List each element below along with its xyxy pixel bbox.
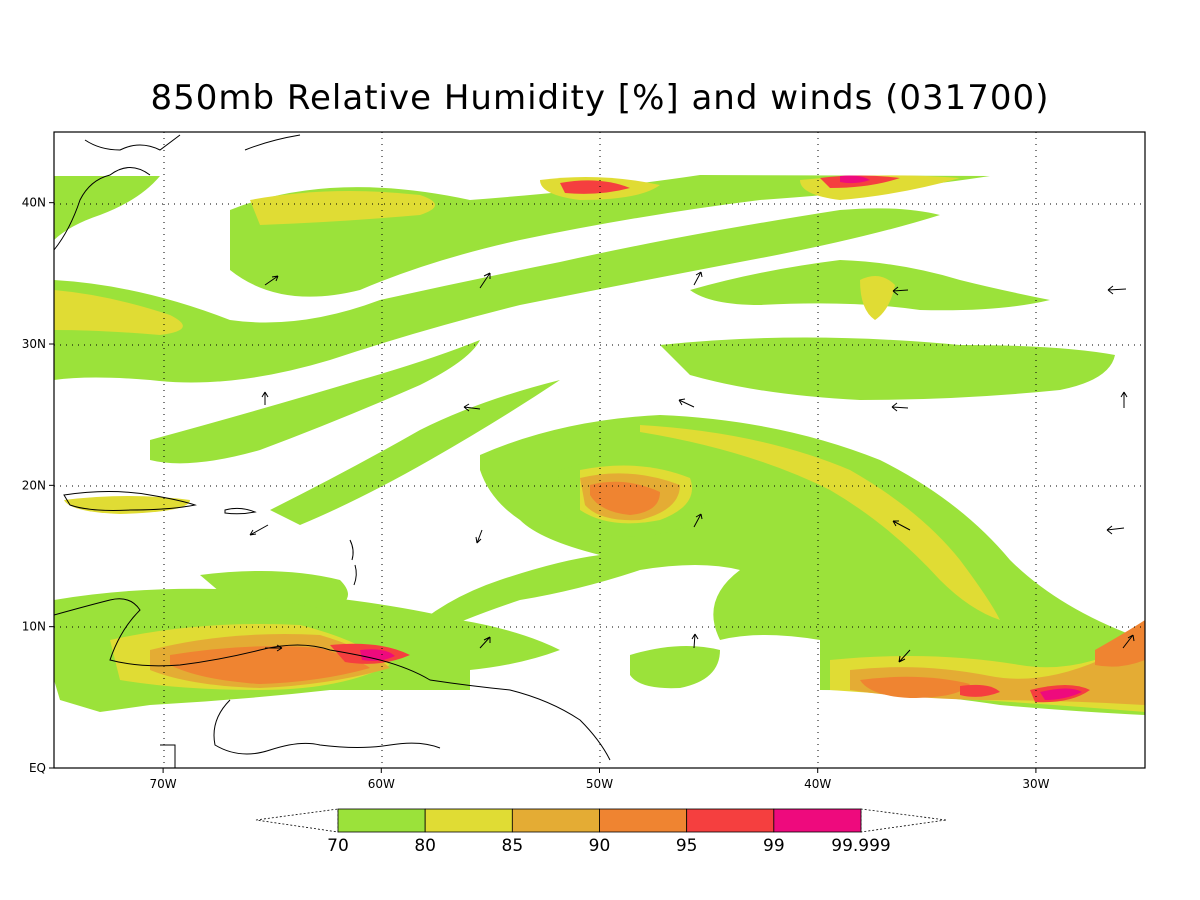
lat-label: 30N <box>22 337 46 351</box>
colorbar-level-label: 99 <box>763 836 785 856</box>
coastlines <box>54 134 611 768</box>
lat-label: 40N <box>22 196 46 210</box>
colorbar-level-label: 85 <box>501 836 524 856</box>
map-title: 850mb Relative Humidity [%] and winds (0… <box>150 78 1050 118</box>
grid-lines <box>54 132 1145 768</box>
lat-label: 20N <box>22 478 46 492</box>
lon-label: 40W <box>804 777 831 791</box>
axis-labels: EQ 10N 20N 30N 40N 70W 60W 50W 40W 30W <box>22 196 1050 791</box>
colorbar-level-label: 95 <box>675 836 698 856</box>
lon-label: 60W <box>368 777 395 791</box>
humidity-field <box>54 175 1145 715</box>
colorbar-high-arrow <box>860 808 947 833</box>
colorbar-low-arrow <box>255 808 339 833</box>
colorbar <box>255 808 947 833</box>
lat-label: 10N <box>22 620 46 634</box>
wind-vectors <box>249 271 1135 663</box>
colorbar-swatch <box>337 808 426 833</box>
colorbar-swatch <box>511 808 600 833</box>
colorbar-level-label: 80 <box>414 836 436 856</box>
colorbar-level-label: 90 <box>588 836 611 856</box>
colorbar-level-label: 99.999 <box>831 836 891 856</box>
lon-label: 50W <box>586 777 613 791</box>
lon-label: 30W <box>1022 777 1049 791</box>
lon-label: 70W <box>150 777 177 791</box>
colorbar-swatch <box>424 808 513 833</box>
colorbar-swatch <box>686 808 775 833</box>
colorbar-level-label: 70 <box>327 836 349 856</box>
lat-label: EQ <box>29 761 46 775</box>
colorbar-swatch <box>599 808 688 833</box>
colorbar-swatch <box>773 808 862 833</box>
